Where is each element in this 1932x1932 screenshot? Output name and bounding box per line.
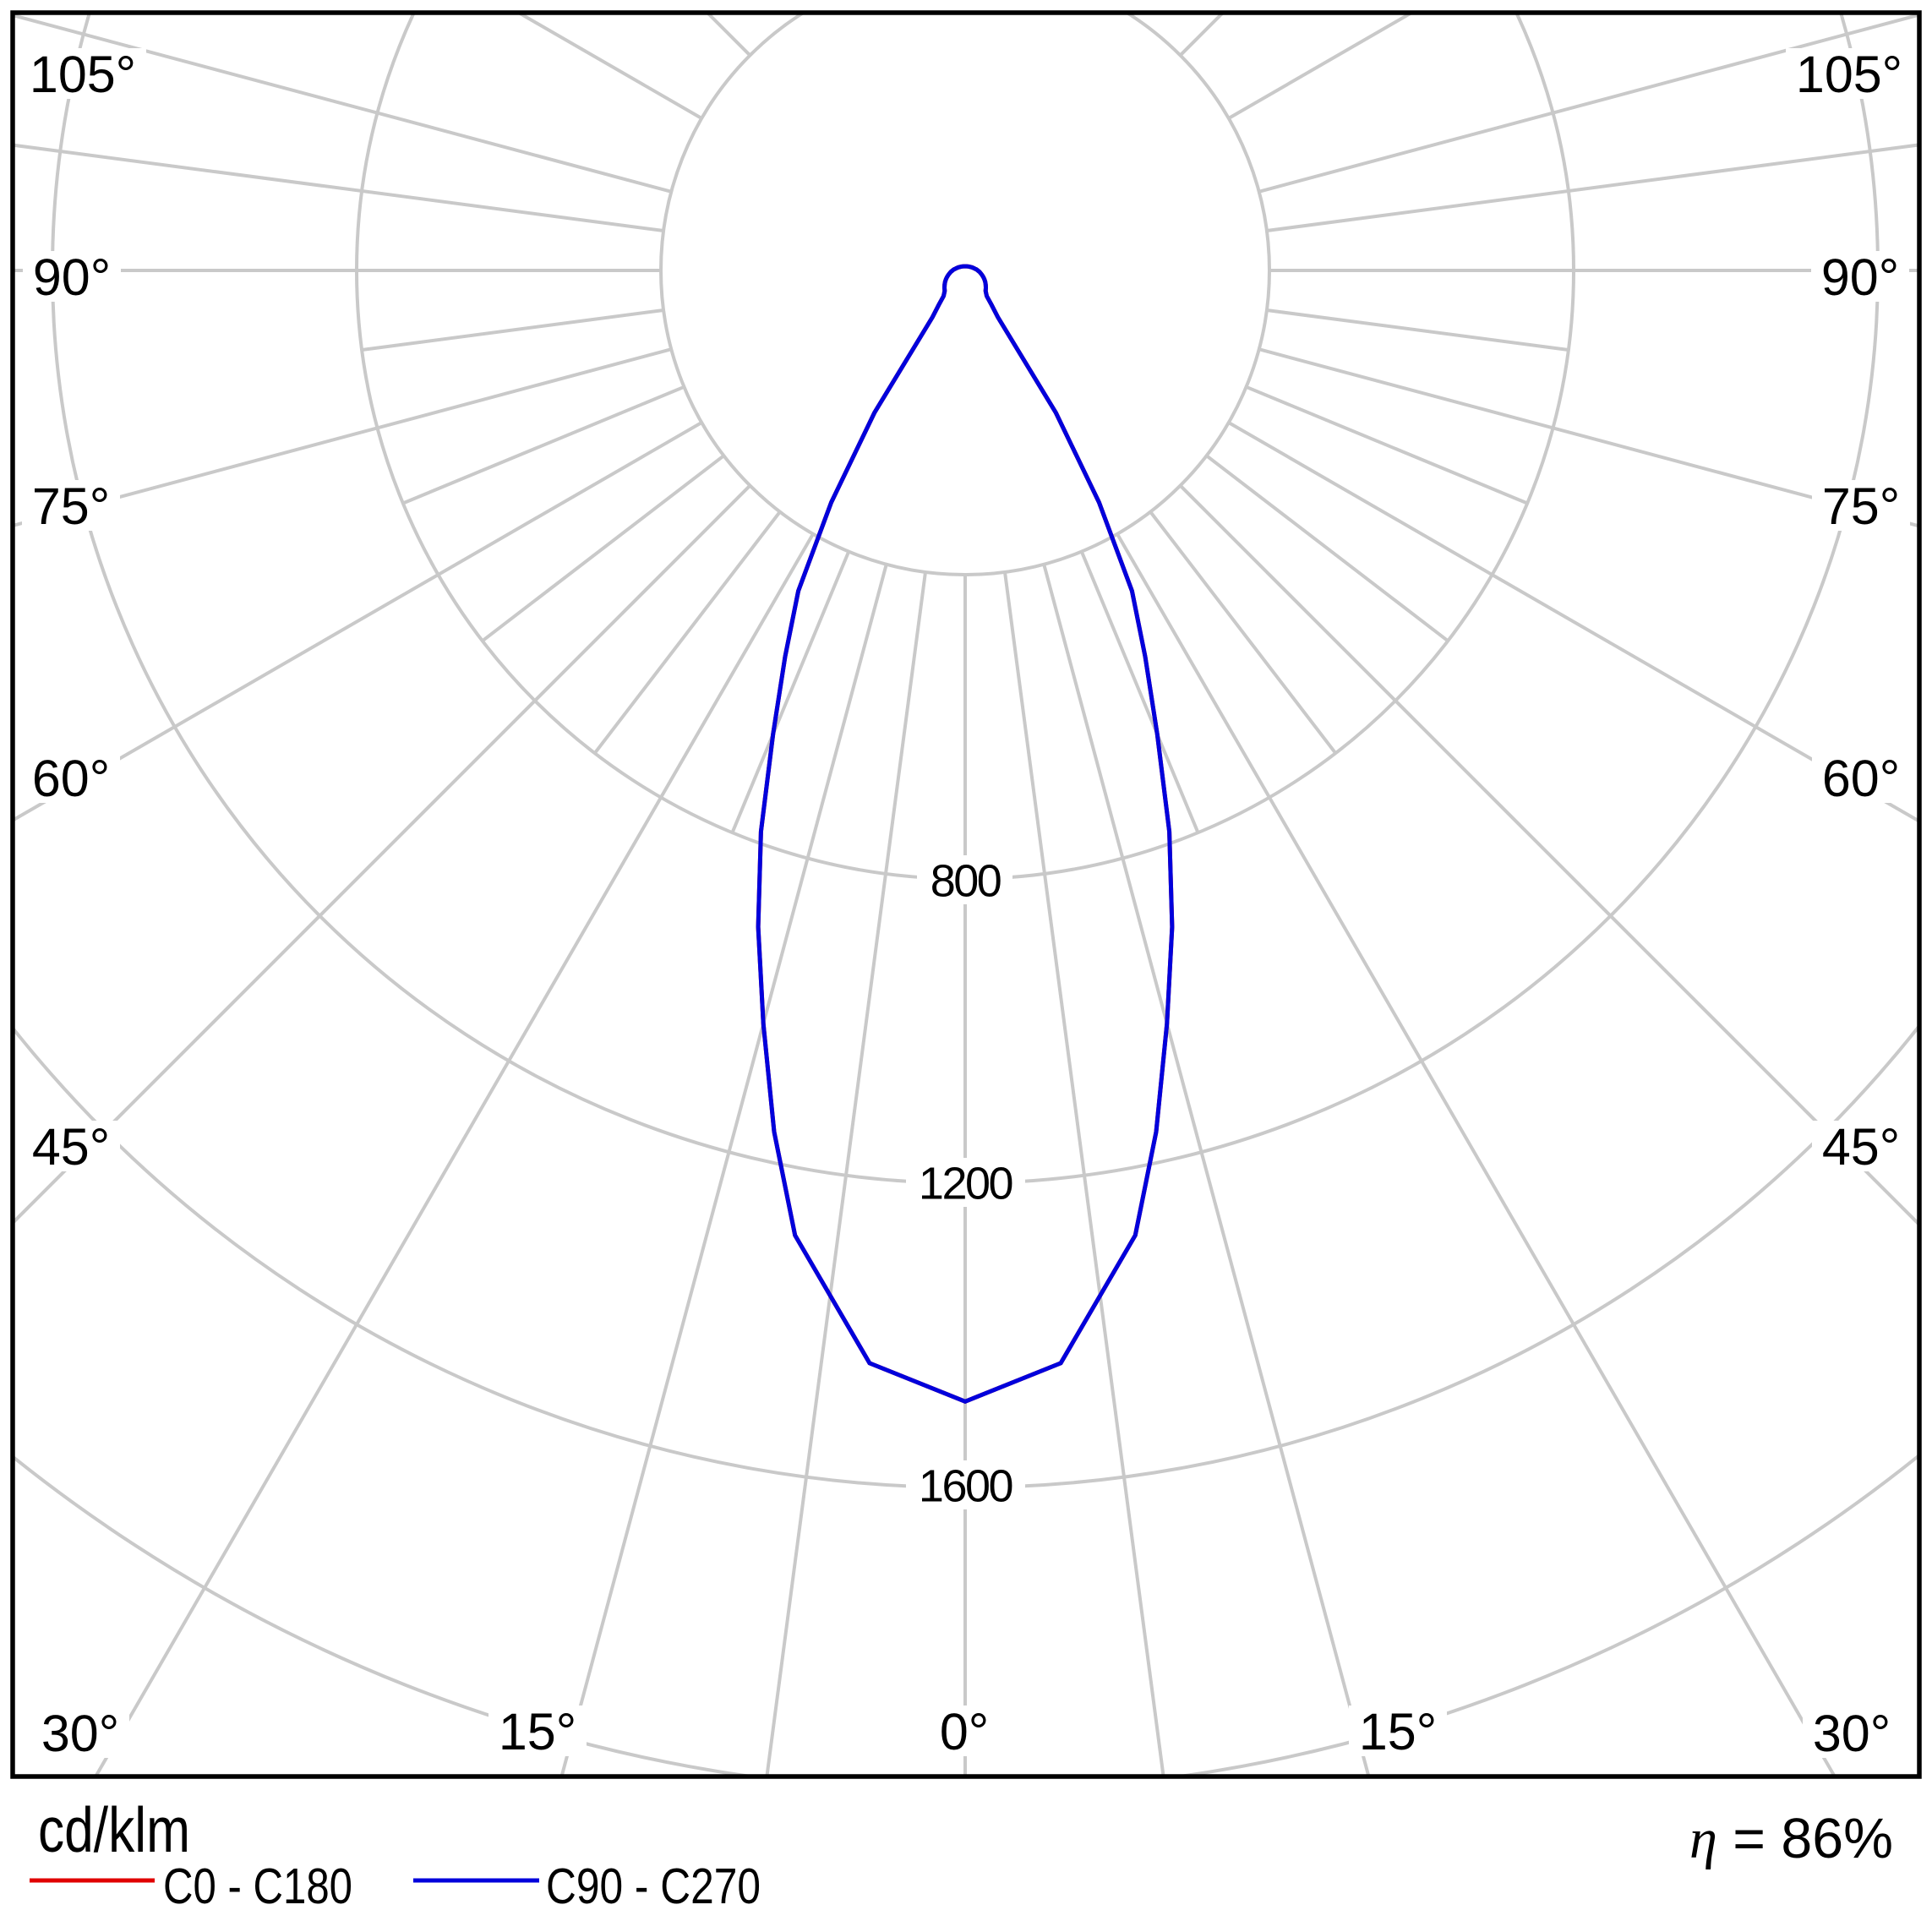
svg-text:45°: 45° xyxy=(32,1118,110,1176)
svg-text:30°: 30° xyxy=(1813,1705,1891,1762)
svg-text:90°: 90° xyxy=(33,248,111,306)
svg-text:0°: 0° xyxy=(940,1703,989,1760)
svg-text:45°: 45° xyxy=(1822,1118,1900,1176)
svg-text:30°: 30° xyxy=(41,1705,119,1762)
svg-text:75°: 75° xyxy=(32,478,110,535)
svg-text:C90 - C270: C90 - C270 xyxy=(546,1858,761,1914)
svg-text:105°: 105° xyxy=(1796,46,1902,103)
svg-text:60°: 60° xyxy=(32,750,110,807)
svg-text:90°: 90° xyxy=(1821,248,1899,306)
svg-text:1200: 1200 xyxy=(919,1158,1012,1209)
svg-text:105°: 105° xyxy=(30,46,136,103)
svg-text:15°: 15° xyxy=(1359,1703,1437,1760)
svg-text:75°: 75° xyxy=(1822,478,1900,535)
svg-text:800: 800 xyxy=(931,855,1001,906)
svg-text:1600: 1600 xyxy=(919,1460,1012,1511)
svg-text:C0 - C180: C0 - C180 xyxy=(163,1858,352,1914)
svg-text:η = 86%: η = 86% xyxy=(1689,1807,1893,1870)
svg-text:cd/klm: cd/klm xyxy=(38,1794,190,1865)
svg-text:60°: 60° xyxy=(1822,750,1900,807)
svg-text:15°: 15° xyxy=(499,1703,576,1760)
